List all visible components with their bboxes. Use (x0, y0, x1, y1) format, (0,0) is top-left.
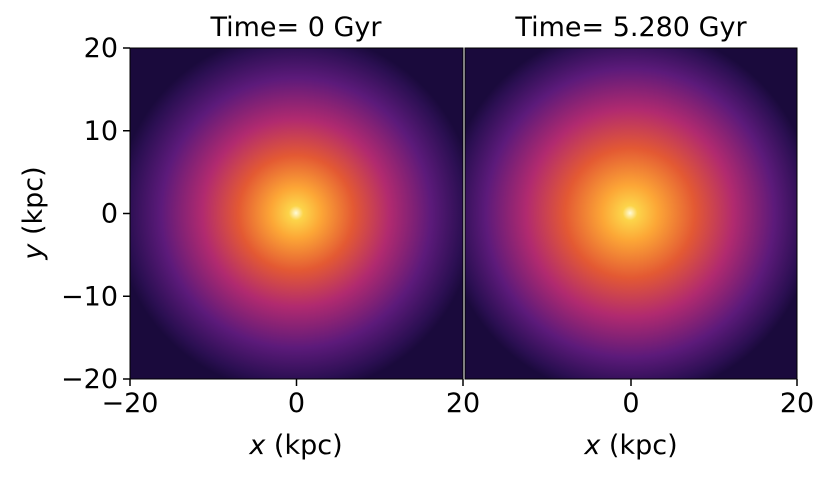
x-tick-label: 20 (780, 388, 814, 419)
x-tick-label: 20 (446, 388, 480, 419)
y-axis-label: y (kpc) (18, 166, 49, 260)
y-tick-label: 0 (101, 199, 118, 230)
panel-right: Time= 5.280 Gyr 0 20 x (kpc) (464, 12, 814, 461)
panel-left: Time= 0 Gyr −20 0 20 20 10 0 −10 −20 x (kpc) y… (18, 12, 480, 461)
y-tick-label: −20 (61, 364, 118, 395)
x-axis-label-right: x (kpc) (583, 430, 677, 461)
density-map-left (130, 48, 463, 379)
density-map-right (465, 48, 797, 379)
panel-title-left: Time= 0 Gyr (209, 12, 382, 43)
panel-title-right: Time= 5.280 Gyr (514, 12, 747, 43)
y-axis-ticks: 20 10 0 −10 −20 (61, 33, 130, 395)
x-axis-ticks-right: 0 20 (622, 379, 814, 419)
y-tick-label: 10 (84, 116, 118, 147)
x-axis-label-left: x (kpc) (248, 430, 342, 461)
y-tick-label: −10 (61, 281, 118, 312)
y-tick-label: 20 (84, 33, 118, 64)
x-tick-label: −20 (102, 388, 159, 419)
x-tick-label: 0 (288, 388, 305, 419)
x-axis-ticks-left: −20 0 20 (102, 379, 480, 419)
x-tick-label: 0 (622, 388, 639, 419)
